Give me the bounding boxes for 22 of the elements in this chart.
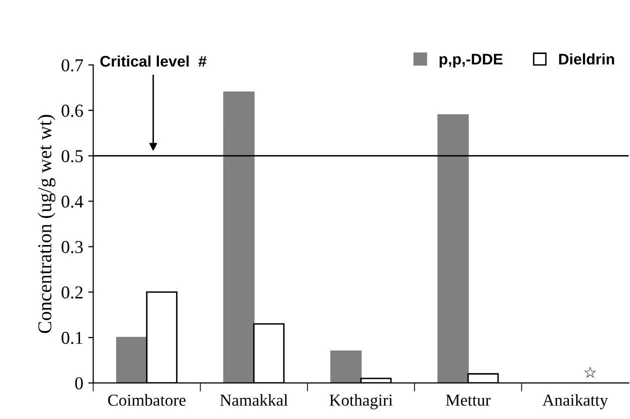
x-tick-label: Coimbatore bbox=[108, 394, 186, 406]
bar bbox=[116, 336, 148, 383]
x-tick-label: Kothagiri bbox=[330, 394, 393, 410]
y-tick-label: 0.1 bbox=[62, 332, 82, 344]
y-tick-label: 0.6 bbox=[62, 104, 83, 117]
legend-label: p,p,-DDE bbox=[440, 54, 503, 68]
annotation: ☆ bbox=[584, 366, 596, 378]
y-tick-label: 0.4 bbox=[62, 195, 84, 208]
bar bbox=[437, 114, 469, 383]
y-tick-label: 0.7 bbox=[62, 59, 83, 72]
y-axis-title: Concentration (ug/g wet wt) bbox=[38, 114, 56, 334]
legend-label: Dieldrin bbox=[559, 53, 614, 65]
y-tick-label: 0 bbox=[75, 377, 83, 390]
x-tick-label: Anaikatty bbox=[542, 394, 608, 410]
bar bbox=[223, 92, 255, 383]
bar bbox=[330, 350, 362, 383]
x-tick-label: Mettur bbox=[446, 394, 491, 406]
y-tick-label: 0.3 bbox=[62, 240, 83, 254]
y-tick-label: 0.5 bbox=[62, 150, 83, 162]
x-tick-label: Namakkal bbox=[220, 394, 288, 406]
annotation: Critical level # bbox=[100, 55, 206, 67]
y-tick-label: 0.2 bbox=[62, 286, 83, 299]
